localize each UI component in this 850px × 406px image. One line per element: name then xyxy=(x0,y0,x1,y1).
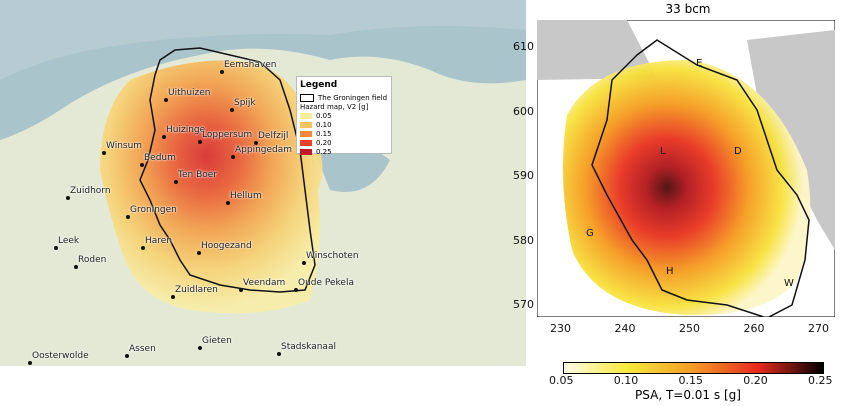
town-label: Leek xyxy=(58,236,80,246)
map-legend: Legend The Groningen field Hazard map, V… xyxy=(296,76,392,156)
colorbar-label: PSA, T=0.01 s [g] xyxy=(635,388,741,402)
town-label: Groningen xyxy=(130,205,177,215)
town-marker xyxy=(239,288,243,292)
x-tick-label: 270 xyxy=(808,322,829,335)
town-marker xyxy=(198,140,202,144)
town-marker xyxy=(102,151,106,155)
legend-item: 0.20 xyxy=(300,138,388,147)
legend-label: 0.25 xyxy=(316,147,332,156)
town-marker xyxy=(226,201,230,205)
town-label: Zuidlaren xyxy=(175,285,218,295)
town-label: Hellum xyxy=(230,191,262,201)
hazard-map-panel: Eemshaven Uithuizen Spijk Huizinge Loppersum… xyxy=(0,0,526,366)
legend-field: The Groningen field xyxy=(318,93,388,102)
colorbar-tick-label: 0.15 xyxy=(678,374,704,387)
region-label: L xyxy=(660,146,666,157)
town-label: Huizinge xyxy=(166,125,206,135)
legend-title: Legend xyxy=(300,80,338,90)
town-label: Ten Boer xyxy=(178,170,217,180)
town-label: Oosterwolde xyxy=(32,351,89,361)
x-tick-label: 250 xyxy=(679,322,700,335)
y-tick-label: 610 xyxy=(513,40,534,53)
y-tick-label: 590 xyxy=(513,169,534,182)
town-marker xyxy=(231,155,235,159)
y-tick-label: 580 xyxy=(513,233,534,247)
region-label: E xyxy=(696,58,703,69)
town-label: Appingedam xyxy=(235,145,293,155)
town-marker xyxy=(254,141,258,145)
town-marker xyxy=(140,163,144,167)
town-marker xyxy=(174,180,178,184)
x-tick-label: 260 xyxy=(743,322,765,335)
region-label: W xyxy=(784,278,794,289)
legend-item: 0.25 xyxy=(300,147,388,156)
town-label: Veendam xyxy=(243,278,286,288)
town-marker xyxy=(125,354,129,358)
town-label: Gieten xyxy=(202,336,232,346)
town-marker xyxy=(54,246,58,250)
town-label: Loppersum xyxy=(202,130,253,140)
legend-swatch xyxy=(300,121,312,128)
x-tick-label: 230 xyxy=(550,322,571,335)
legend-swatch xyxy=(300,139,312,146)
town-label: Haren xyxy=(145,236,173,246)
town-marker xyxy=(230,108,234,112)
region-label: D xyxy=(734,146,742,157)
town-label: Oude Pekela xyxy=(298,278,354,288)
legend-hazard-title: Hazard map, V2 [g] xyxy=(300,102,369,111)
psa-map xyxy=(537,20,835,317)
colorbar-tick-label: 0.25 xyxy=(808,374,833,387)
town-label: Stadskanaal xyxy=(281,342,336,352)
town-marker xyxy=(164,98,168,102)
colorbar-tick-label: 0.10 xyxy=(613,374,639,387)
town-marker xyxy=(198,346,202,350)
town-label: Roden xyxy=(78,255,107,265)
y-tick-label: 570 xyxy=(513,298,534,311)
town-marker xyxy=(277,352,281,356)
town-marker xyxy=(294,288,298,292)
town-label: Zuidhorn xyxy=(70,186,111,196)
groningen-field-outline xyxy=(139,47,316,293)
legend-label: 0.10 xyxy=(316,120,332,129)
town-label: Delfzijl xyxy=(258,131,289,141)
legend-item: 0.05 xyxy=(300,111,388,120)
town-label: Winsum xyxy=(106,141,143,151)
town-marker xyxy=(197,251,201,255)
colorbar xyxy=(563,362,824,374)
legend-label: 0.20 xyxy=(316,138,332,147)
legend-label: 0.15 xyxy=(316,129,332,138)
town-label: Assen xyxy=(129,344,156,354)
town-marker xyxy=(126,215,130,219)
town-label: Spijk xyxy=(234,98,256,108)
town-marker xyxy=(74,265,78,269)
psa-plot-panel: 33 bcm PSA, T=0.01 s [g] E L D G H W 230 240 250… xyxy=(513,0,850,406)
town-marker xyxy=(162,135,166,139)
field-outline-swatch xyxy=(300,93,314,102)
town-label: Winschoten xyxy=(306,251,359,261)
colorbar-tick-label: 0.05 xyxy=(549,374,574,387)
legend-label: 0.05 xyxy=(316,111,332,120)
town-label: Hoogezand xyxy=(201,241,252,251)
plot-title: 33 bcm xyxy=(665,2,711,16)
region-label: G xyxy=(586,228,594,239)
region-label: H xyxy=(666,266,674,277)
legend-swatch xyxy=(300,112,312,119)
town-marker xyxy=(171,295,175,299)
legend-item: 0.15 xyxy=(300,129,388,138)
town-marker xyxy=(66,196,70,200)
town-label: Bedum xyxy=(144,153,176,163)
town-marker xyxy=(220,70,224,74)
x-tick-label: 240 xyxy=(614,322,636,335)
town-marker xyxy=(28,361,32,365)
legend-swatch xyxy=(300,148,312,155)
y-tick-label: 600 xyxy=(513,104,534,118)
colorbar-tick-label: 0.20 xyxy=(743,374,768,387)
town-label: Uithuizen xyxy=(168,88,211,98)
legend-swatch xyxy=(300,130,312,137)
legend-item: 0.10 xyxy=(300,120,388,129)
town-marker xyxy=(302,261,306,265)
map-background xyxy=(0,0,526,314)
town-marker xyxy=(141,246,145,250)
town-label: Eemshaven xyxy=(224,60,277,70)
